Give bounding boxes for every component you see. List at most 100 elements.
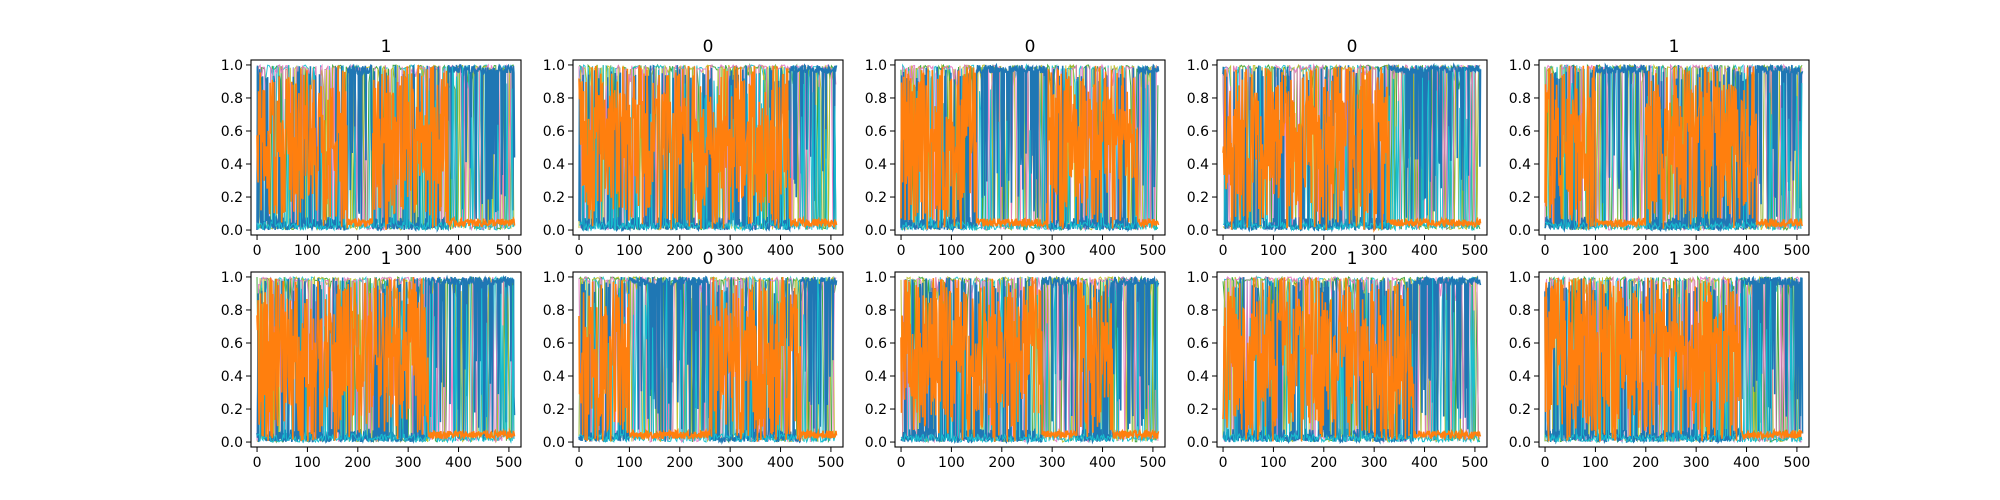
y-tick-label: 1.0: [543, 270, 565, 286]
x-tick-label: 0: [1541, 455, 1550, 471]
plot-area: [256, 63, 516, 233]
axes-frame: [1216, 59, 1488, 236]
x-tick-label: 400: [767, 455, 794, 471]
y-tick-label: 0.6: [543, 336, 565, 352]
x-tick-label: 500: [496, 243, 523, 259]
subplot-title: 0: [1025, 37, 1036, 57]
plot-area: [1544, 275, 1804, 445]
y-tick-label: 0.4: [1187, 369, 1209, 385]
x-tick-label: 300: [1039, 455, 1066, 471]
y-tick-label: 0.0: [1187, 223, 1209, 239]
y-tick-label: 0.2: [1187, 402, 1209, 418]
axes-frame: [894, 271, 1166, 448]
x-tick-label: 500: [496, 455, 523, 471]
y-tick-label: 1.0: [221, 270, 243, 286]
y-tick-label: 0.6: [1187, 336, 1209, 352]
x-tick-label: 0: [1219, 455, 1228, 471]
x-tick-label: 400: [445, 455, 472, 471]
subplot-7: 0 0 100 200 300 400 500 0.0 0.2 0.4 0.6 0.8 1.0: [543, 249, 845, 471]
x-tick-label: 200: [1632, 455, 1659, 471]
x-tick-label: 300: [717, 243, 744, 259]
x-tick-label: 0: [253, 243, 262, 259]
x-tick-label: 500: [1140, 243, 1167, 259]
y-tick-label: 1.0: [543, 58, 565, 74]
x-tick-label: 300: [395, 243, 422, 259]
subplot-title: 1: [1669, 249, 1680, 269]
y-tick-label: 0.6: [221, 124, 243, 140]
y-tick-label: 0.6: [221, 336, 243, 352]
axes-frame: [572, 59, 844, 236]
y-tick-label: 0.6: [865, 124, 887, 140]
x-tick-label: 300: [395, 455, 422, 471]
x-tick-label: 200: [1310, 243, 1337, 259]
x-tick-label: 500: [818, 243, 845, 259]
series-line-orange: [900, 65, 1160, 230]
y-tick-label: 0.6: [1187, 124, 1209, 140]
x-tick-label: 200: [666, 243, 693, 259]
x-tick-label: 300: [1039, 243, 1066, 259]
y-tick-label: 0.8: [221, 91, 243, 107]
subplot-title: 0: [703, 37, 714, 57]
series-line-cyan: [579, 277, 836, 444]
axes-frame: [894, 59, 1166, 236]
series-line-orange: [578, 65, 838, 230]
y-tick-label: 0.0: [1509, 435, 1531, 451]
axes-frame: [572, 271, 844, 448]
x-tick-label: 400: [767, 243, 794, 259]
y-tick-label: 0.4: [543, 157, 565, 173]
axes-frame: [1538, 271, 1810, 448]
series-line-orange: [1544, 277, 1803, 442]
subplot-title: 0: [703, 249, 714, 269]
y-tick-label: 0.2: [1509, 190, 1531, 206]
x-tick-label: 200: [344, 243, 371, 259]
y-tick-label: 0.2: [221, 402, 243, 418]
x-tick-label: 100: [1582, 243, 1609, 259]
series-line-orange: [1544, 65, 1804, 230]
x-tick-label: 100: [616, 243, 643, 259]
y-tick-label: 0.4: [1509, 157, 1531, 173]
x-tick-label: 300: [1683, 455, 1710, 471]
y-tick-label: 1.0: [221, 58, 243, 74]
axes-frame: [1216, 271, 1488, 448]
y-tick-label: 0.2: [1509, 402, 1531, 418]
x-tick-label: 300: [717, 455, 744, 471]
series-line-cyan: [578, 68, 837, 232]
y-tick-label: 0.4: [1509, 369, 1531, 385]
y-tick-label: 1.0: [1509, 58, 1531, 74]
x-tick-label: 500: [1462, 455, 1489, 471]
x-tick-label: 200: [988, 243, 1015, 259]
y-tick-label: 0.6: [1509, 336, 1531, 352]
axes-frame: [250, 59, 522, 236]
x-tick-label: 500: [1462, 243, 1489, 259]
subplot-title: 0: [1347, 37, 1358, 57]
y-tick-label: 0.2: [865, 402, 887, 418]
y-tick-label: 0.4: [543, 369, 565, 385]
x-tick-label: 300: [1361, 243, 1388, 259]
x-tick-label: 200: [988, 455, 1015, 471]
series-line-orange: [900, 276, 1160, 442]
plot-area: [1222, 274, 1482, 445]
x-tick-label: 0: [575, 243, 584, 259]
y-tick-label: 0.6: [1509, 124, 1531, 140]
x-tick-label: 500: [1784, 243, 1811, 259]
x-tick-label: 100: [1582, 455, 1609, 471]
x-tick-label: 200: [1310, 455, 1337, 471]
y-tick-label: 0.8: [543, 303, 565, 319]
y-tick-label: 0.0: [221, 435, 243, 451]
x-tick-label: 0: [1541, 243, 1550, 259]
x-tick-label: 400: [1089, 455, 1116, 471]
subplot-title: 0: [1025, 249, 1036, 269]
x-tick-label: 500: [818, 455, 845, 471]
subplot-2: 0 0 100 200 300 400 500 0.0 0.2 0.4 0.6 0.8 1.0: [543, 37, 845, 259]
axes-frame: [1538, 59, 1810, 236]
x-tick-label: 0: [1219, 243, 1228, 259]
subplot-6: 1 0 100 200 300 400 500 0.0 0.2 0.4 0.6 0.8 1.0: [221, 249, 523, 471]
y-tick-label: 1.0: [1509, 270, 1531, 286]
y-tick-label: 0.6: [543, 124, 565, 140]
y-tick-label: 0.8: [1509, 91, 1531, 107]
subplot-5: 1 0 100 200 300 400 500 0.0 0.2 0.4 0.6 0.8 1.0: [1509, 37, 1811, 259]
y-tick-label: 0.8: [1187, 91, 1209, 107]
y-tick-label: 0.4: [865, 369, 887, 385]
y-tick-label: 0.0: [543, 223, 565, 239]
y-tick-label: 0.8: [1509, 303, 1531, 319]
